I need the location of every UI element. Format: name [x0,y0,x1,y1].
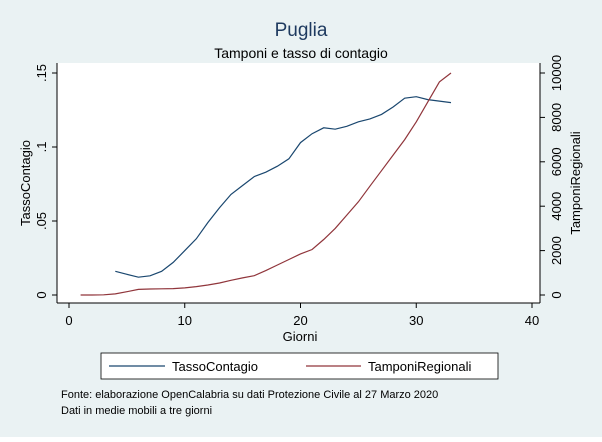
y-left-tick-label: .05 [34,212,49,230]
x-axis-title: Giorni [283,329,318,344]
y-axis-left-title: TassoContagio [18,140,33,226]
x-tick-label: 0 [65,313,72,328]
y-right-tick-label: 6000 [549,147,564,176]
y-left-tick-label: 0 [34,291,49,298]
legend-label-tassocontagio: TassoContagio [172,359,258,374]
moving-average-note: Dati in medie mobili a tre giorni [61,405,212,417]
y-right-tick-label: 8000 [549,103,564,132]
x-tick-label: 10 [178,313,192,328]
x-tick-label: 40 [525,313,539,328]
y-right-tick-label: 10000 [549,55,564,91]
legend-label-tamponiregionali: TamponiRegionali [368,359,471,374]
y-left-tick-label: .15 [34,64,49,82]
axis-ticks: 0 10 20 30 40 0 .05 .1 .15 0 2000 4000 6000 8000 10000 [34,55,564,328]
chart-title: Puglia [275,20,328,41]
series-line-tassocontagio [115,96,452,278]
x-tick-label: 30 [409,313,423,328]
y-left-tick-label: .1 [34,142,49,153]
series-line-tamponiregionali [80,72,452,296]
y-right-tick-label: 2000 [549,236,564,265]
series-lines [80,72,452,296]
chart-subtitle: Tamponi e tasso di contagio [214,45,388,61]
plot-area [57,63,540,303]
y-axis-right-title: TamponiRegionali [568,131,583,234]
x-tick-label: 20 [293,313,307,328]
source-note: Fonte: elaborazione OpenCalabria su dati… [61,389,438,401]
y-right-tick-label: 4000 [549,192,564,221]
y-right-tick-label: 0 [549,291,564,298]
legend-box [100,352,499,380]
